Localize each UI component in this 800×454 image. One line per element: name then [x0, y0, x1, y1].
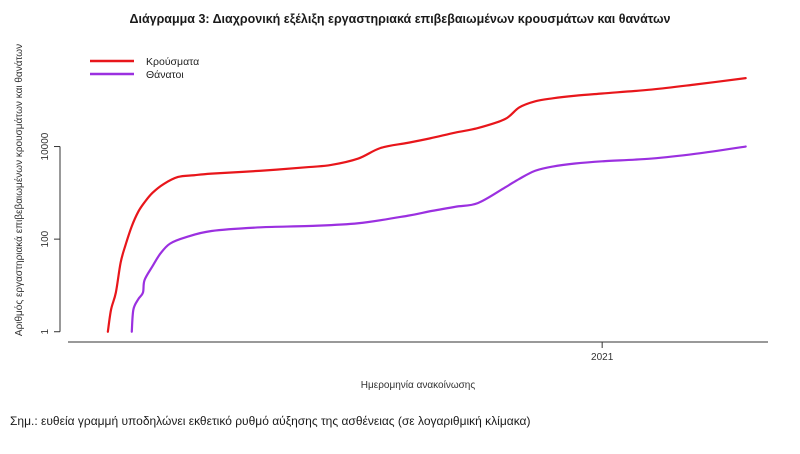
y-axis: 1 100 10000 — [40, 132, 61, 335]
y-axis-title: Αριθμός εργαστηριακά επιβεβαιωμένων κρου… — [13, 44, 25, 336]
chart-note: Σημ.: ευθεία γραμμή υποδηλώνει εκθετικό … — [10, 414, 531, 428]
y-tick-label: 1 — [40, 329, 51, 335]
x-axis: 2021 — [68, 341, 768, 363]
legend-label: Κρούσματα — [146, 56, 199, 68]
series-line-deaths — [130, 145, 747, 333]
series-line-cases — [106, 77, 747, 333]
y-tick-label: 100 — [40, 230, 51, 247]
legend-label: Θάνατοι — [146, 69, 184, 81]
x-axis-title: Ημερομηνία ανακοίνωσης — [361, 379, 476, 391]
series-layer — [106, 77, 747, 333]
chart-title: Διάγραμμα 3: Διαχρονική εξέλιξη εργαστηρ… — [129, 12, 671, 26]
y-tick-label: 10000 — [40, 132, 51, 160]
x-tick-label: 2021 — [591, 352, 614, 363]
